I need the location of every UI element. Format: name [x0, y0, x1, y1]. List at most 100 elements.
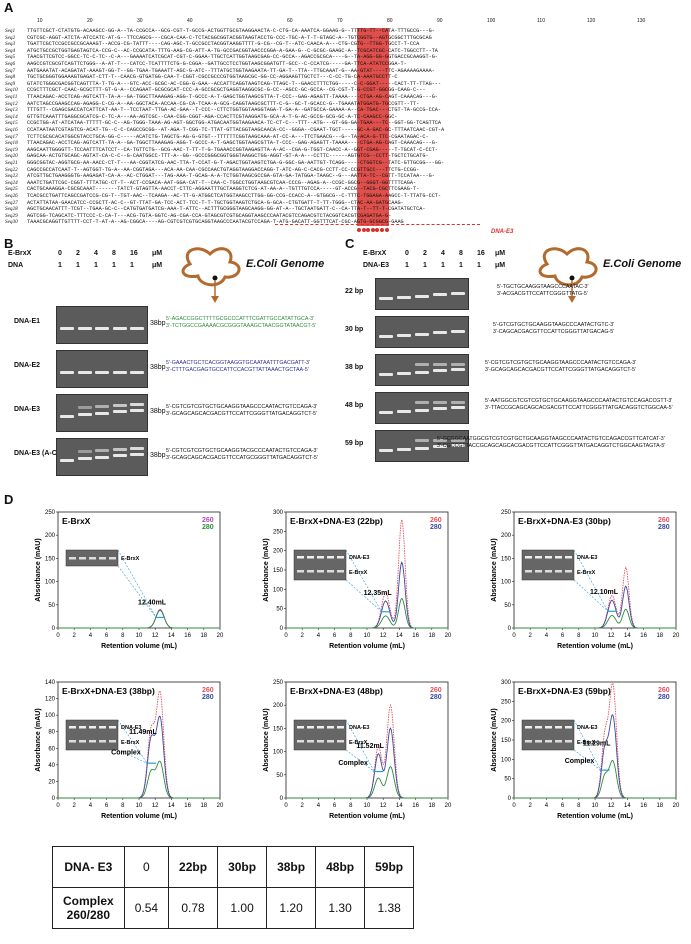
- y-tick-label: 0: [508, 626, 512, 632]
- x-tick-label: 6: [105, 803, 109, 809]
- dna-band: [77, 413, 92, 417]
- x-tick-label: 8: [349, 633, 353, 639]
- dna-band: [433, 369, 447, 373]
- inset-dna-label: DNA-E3: [349, 555, 369, 561]
- panel-a-letter: A: [4, 0, 14, 15]
- x-axis-label: Retention volume (mL): [329, 643, 405, 650]
- gel-band: [109, 740, 116, 743]
- motif-dot: [361, 228, 366, 232]
- sequence-text: ACTATTATAA-GAACATCC-CCGCTT-AC-C--GT-TTAT…: [27, 199, 404, 206]
- dna-band: [130, 452, 144, 456]
- dna-band: [77, 371, 92, 374]
- gel-band: [307, 726, 314, 729]
- x-tick-label: 2: [73, 633, 77, 639]
- shifted-band: [112, 404, 127, 407]
- sequence-text: TGATTCGCTCCGCCGCCGCAAAGT--ACCG-CG-TATTT-…: [27, 41, 420, 48]
- x-tick-label: 12: [380, 633, 387, 639]
- position-tick: 110: [537, 18, 545, 24]
- y-tick-label: 150: [45, 556, 56, 562]
- shifted-band: [95, 449, 109, 452]
- x-tick-label: 16: [412, 803, 419, 809]
- legend-260: 260: [430, 687, 442, 694]
- gel-image: [375, 278, 469, 310]
- column-value: 4: [94, 250, 98, 257]
- gel-band: [565, 740, 572, 743]
- table-cell: DNA- E3: [52, 846, 125, 888]
- column-value: 1: [94, 262, 98, 269]
- column-value: 4: [441, 250, 445, 257]
- table-cell: 0.78: [168, 887, 219, 929]
- gel-name: 48 bp: [345, 402, 364, 409]
- dna-band: [77, 327, 92, 330]
- y-tick-label: 150: [273, 726, 284, 732]
- strand-top: 5'-GAAACTGCTCACGGTAAGGTGCAATAATTTGACGATT…: [166, 360, 310, 366]
- strand-top: 5'-CGTCGTCGTGCTGCAAGGTAAGCCCAATACTGTCCAG…: [485, 360, 637, 366]
- y-axis-label: Absorbance (mAU): [263, 538, 270, 601]
- table-cell: 1.30: [315, 887, 366, 929]
- sequence-name: Seq2: [5, 34, 16, 41]
- gel-band: [317, 556, 324, 559]
- fraction-link: [117, 719, 148, 764]
- motif-dot: [384, 228, 389, 232]
- column-value: 1: [112, 262, 116, 269]
- fraction-link: [117, 749, 148, 764]
- fraction-link: [117, 549, 157, 618]
- legend-280: 280: [202, 694, 214, 701]
- gel-band: [79, 557, 86, 560]
- sequence-text: TTAACAGAC-ACCTCAG-AGTCATT-TA-A--GA-TGGCT…: [27, 140, 438, 147]
- sequence-text: CACTGCAAAGGA-CGCGCAAAT-------TATCT-GTAGT…: [27, 186, 420, 193]
- inset-protein-label: E-BrxX: [349, 570, 368, 576]
- x-tick-label: 6: [333, 803, 337, 809]
- x-tick-label: 18: [200, 633, 207, 639]
- inset-protein-label: E-BrxX: [121, 740, 140, 746]
- dna-band: [379, 449, 393, 452]
- alignment-row: Seq17 TCTTCGCGCACATGGCGTACCTGCA-GG-C-----…: [5, 134, 429, 141]
- y-tick-label: 0: [280, 796, 284, 802]
- y-axis-label: Absorbance (mAU): [491, 538, 498, 601]
- sequence-name: Seq3: [5, 41, 16, 48]
- column-value: 8: [112, 250, 116, 257]
- dna-band: [433, 293, 447, 297]
- gel-band: [337, 740, 344, 743]
- x-tick-label: 6: [561, 633, 565, 639]
- gel-band: [535, 570, 542, 573]
- position-tick: 20: [87, 18, 93, 24]
- dna-band: [112, 410, 127, 414]
- sequence-name: Seq20: [5, 153, 18, 160]
- strand-bottom: 3'-ACGACGTTCCATTCGGGTTATG-5': [497, 291, 588, 297]
- x-tick-label: 2: [73, 803, 77, 809]
- alignment-row: Seq7 AATGAAATAT-ACAGATAT-AAAGT-GG-T--GG-T…: [5, 68, 435, 75]
- x-tick-label: 18: [656, 803, 663, 809]
- x-tick-label: 4: [89, 633, 93, 639]
- unit-label: μM: [152, 250, 163, 257]
- sequence-name: Seq28: [5, 206, 18, 213]
- alignment-row: Seq20 GAGCAA-ACTGTGCAGC-AGTAT-CA-C-C--G-C…: [5, 153, 429, 160]
- gel-image: [56, 306, 148, 344]
- dna-band: [95, 411, 109, 415]
- sequence-text: CAGCCGCCATCAAT-T--AGTGGT-TG-A--AA-CGGTAG…: [27, 166, 420, 173]
- sequence-name: Seq16: [5, 127, 18, 133]
- y-tick-label: 100: [45, 713, 56, 719]
- legend-260: 260: [658, 687, 670, 694]
- alignment-row: Seq16 CCATAATAATCGTAGTCG-ACAT-TG--C-C-CAG…: [5, 127, 444, 134]
- position-tick: 30: [137, 18, 143, 24]
- sequence-name: Seq24: [5, 179, 18, 186]
- brxx-conc-label: E-BrxX: [8, 250, 32, 257]
- legend-280: 280: [430, 524, 442, 531]
- gel-band: [525, 556, 532, 559]
- legend-280: 280: [430, 694, 442, 701]
- sequence-text: GGGCGGTAC-AGGTGCG-AA-AACC-CT-T---AA-CGGT…: [27, 160, 445, 166]
- gel-name: DNA-E3: [14, 406, 41, 413]
- x-axis-label: Retention volume (mL): [101, 813, 177, 820]
- dna-band: [95, 455, 109, 459]
- plot-frame: [57, 511, 221, 629]
- peak-volume-label: 12.35mL: [364, 590, 393, 597]
- shifted-band: [433, 363, 447, 366]
- inset-gel: [521, 719, 575, 751]
- alignment-row: Seq26 TCACGCCTGATTCAGCCGATCCG-CG-T--TGT-A…: [5, 193, 441, 200]
- legend-280: 280: [202, 524, 214, 531]
- legend-280: 280: [658, 694, 670, 701]
- panel-c: E-BrxX DNA-E3 0 2 4 8 16 1 1 1 1 1 μM μM E.Coli …: [345, 244, 691, 484]
- sequence-name: Seq15: [5, 120, 18, 127]
- shifted-band: [77, 450, 92, 453]
